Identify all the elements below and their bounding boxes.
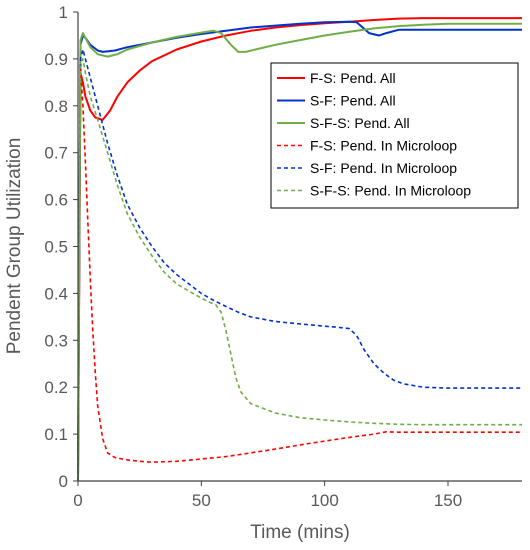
x-tick-label: 150: [434, 491, 462, 510]
y-tick-label: 1: [59, 3, 68, 22]
legend-label: S-F: Pend. All: [310, 93, 396, 109]
series-line-3: [77, 22, 522, 482]
y-tick-label: 0.4: [44, 284, 68, 303]
x-tick-label: 100: [310, 491, 338, 510]
series-line-2: [77, 20, 522, 482]
x-tick-label: 50: [192, 491, 211, 510]
y-tick-label: 0.1: [44, 425, 68, 444]
legend-label: F-S: Pend. In Microloop: [310, 138, 457, 154]
legend-label: F-S: Pend. All: [310, 70, 396, 86]
series-line-1: [77, 17, 522, 482]
legend: F-S: Pend. All S-F: Pend. All S-F-S: Pend.…: [270, 62, 519, 209]
y-tick-label: 0.3: [44, 331, 68, 350]
series-line-4: [77, 67, 522, 482]
y-tick-label: 0.6: [44, 191, 68, 210]
legend-label: S-F-S: Pend. All: [310, 115, 410, 131]
y-axis-title: Pendent Group Utilization: [4, 138, 25, 355]
y-tick-label: 0.2: [44, 378, 68, 397]
y-tick-label: 0: [59, 472, 68, 491]
y-tick-label: 0.5: [44, 238, 68, 257]
y-tick-label: 0.7: [44, 144, 68, 163]
series-line-6: [77, 58, 522, 482]
y-tick-label: 0.8: [44, 97, 68, 116]
x-tick-label: 0: [73, 491, 82, 510]
axes: [73, 11, 522, 486]
legend-label: S-F-S: Pend. In Microloop: [310, 183, 471, 199]
series-line-5: [77, 48, 522, 482]
series-lines: [77, 17, 522, 482]
y-tick-label: 0.9: [44, 50, 68, 69]
legend-label: S-F: Pend. In Microloop: [310, 160, 457, 176]
legend-box: [270, 62, 519, 209]
x-axis-title: Time (mins): [250, 522, 350, 543]
tick-labels: 0 0.1 0.2 0.3 0.4 0.5 0.6 0.7 0.8 0.9 1 0 50 100 150: [44, 3, 462, 510]
